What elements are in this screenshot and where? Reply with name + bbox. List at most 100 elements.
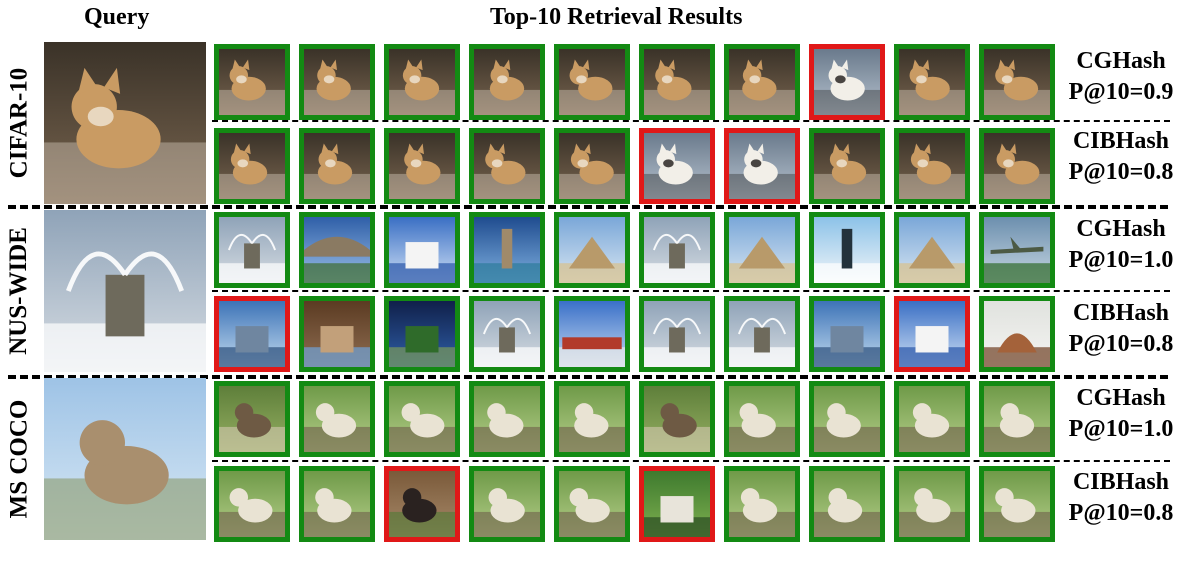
correct-result-thumbnail [469, 212, 545, 288]
correct-result-thumbnail [724, 212, 800, 288]
result-image [729, 301, 795, 367]
result-image [304, 133, 370, 199]
result-image [219, 386, 285, 452]
method-name: CGHash [1076, 48, 1166, 74]
result-image [559, 217, 625, 283]
result-image [474, 301, 540, 367]
result-image [644, 133, 710, 199]
correct-result-thumbnail [979, 128, 1055, 204]
result-image [559, 471, 625, 537]
result-image [814, 386, 880, 452]
result-image [729, 471, 795, 537]
correct-result-thumbnail [299, 44, 375, 120]
correct-result-thumbnail [214, 466, 290, 542]
result-image [644, 386, 710, 452]
result-image [219, 471, 285, 537]
correct-result-thumbnail [214, 212, 290, 288]
result-image [814, 133, 880, 199]
result-image [474, 386, 540, 452]
correct-result-thumbnail [809, 296, 885, 372]
result-image [219, 217, 285, 283]
result-image [304, 49, 370, 115]
result-image [814, 217, 880, 283]
result-image [219, 133, 285, 199]
results-header: Top-10 Retrieval Results [490, 4, 743, 30]
result-image [729, 133, 795, 199]
result-image [559, 386, 625, 452]
correct-result-thumbnail [894, 381, 970, 457]
correct-result-thumbnail [809, 212, 885, 288]
result-image [899, 301, 965, 367]
method-label: CIBHash P@10=0.8 [1062, 467, 1180, 529]
result-image [474, 217, 540, 283]
correct-result-thumbnail [894, 128, 970, 204]
precision-score: P@10=1.0 [1068, 416, 1174, 442]
result-image [899, 386, 965, 452]
query-header: Query [84, 4, 150, 30]
method-name: CGHash [1076, 385, 1166, 411]
result-image [729, 217, 795, 283]
result-image [474, 133, 540, 199]
correct-result-thumbnail [809, 128, 885, 204]
correct-result-thumbnail [299, 128, 375, 204]
correct-result-thumbnail [299, 296, 375, 372]
correct-result-thumbnail [724, 381, 800, 457]
result-image [304, 471, 370, 537]
correct-result-thumbnail [979, 466, 1055, 542]
method-separator [212, 290, 1170, 292]
correct-result-thumbnail [384, 296, 460, 372]
correct-result-thumbnail [554, 212, 630, 288]
correct-result-thumbnail [384, 44, 460, 120]
result-image [644, 301, 710, 367]
precision-score: P@10=1.0 [1068, 247, 1174, 273]
method-label: CGHash P@10=1.0 [1062, 214, 1180, 276]
result-image [899, 49, 965, 115]
correct-result-thumbnail [979, 44, 1055, 120]
dataset-name: NUS-WIDE [5, 227, 33, 355]
result-image [474, 471, 540, 537]
correct-result-thumbnail [214, 44, 290, 120]
dataset-label: CIFAR-10 [2, 42, 36, 204]
method-separator [212, 460, 1170, 462]
result-image [389, 217, 455, 283]
incorrect-result-thumbnail [384, 466, 460, 542]
method-name: CIBHash [1072, 128, 1170, 154]
correct-result-thumbnail [384, 128, 460, 204]
method-label: CIBHash P@10=0.8 [1062, 298, 1180, 360]
result-image [899, 133, 965, 199]
incorrect-result-thumbnail [639, 466, 715, 542]
method-name: CGHash [1076, 216, 1166, 242]
query-image [44, 210, 206, 372]
correct-result-thumbnail [639, 296, 715, 372]
method-label: CIBHash P@10=0.8 [1062, 126, 1180, 188]
correct-result-thumbnail [554, 128, 630, 204]
correct-result-thumbnail [384, 381, 460, 457]
correct-result-thumbnail [724, 44, 800, 120]
incorrect-result-thumbnail [894, 296, 970, 372]
correct-result-thumbnail [554, 296, 630, 372]
result-image [899, 471, 965, 537]
precision-score: P@10=0.8 [1068, 500, 1174, 526]
correct-result-thumbnail [639, 381, 715, 457]
correct-result-thumbnail [554, 466, 630, 542]
method-name: CIBHash [1072, 300, 1170, 326]
result-image [984, 133, 1050, 199]
result-image [304, 217, 370, 283]
result-image [389, 133, 455, 199]
result-image [814, 49, 880, 115]
correct-result-thumbnail [979, 381, 1055, 457]
correct-result-thumbnail [894, 44, 970, 120]
correct-result-thumbnail [639, 44, 715, 120]
dataset-name: CIFAR-10 [5, 67, 33, 179]
result-image [814, 471, 880, 537]
result-image [389, 386, 455, 452]
method-label: CGHash P@10=0.9 [1062, 46, 1180, 108]
result-image [814, 301, 880, 367]
correct-result-thumbnail [809, 381, 885, 457]
result-image [984, 386, 1050, 452]
query-image [44, 42, 206, 204]
correct-result-thumbnail [299, 381, 375, 457]
result-image [984, 49, 1050, 115]
method-label: CGHash P@10=1.0 [1062, 383, 1180, 445]
incorrect-result-thumbnail [214, 296, 290, 372]
